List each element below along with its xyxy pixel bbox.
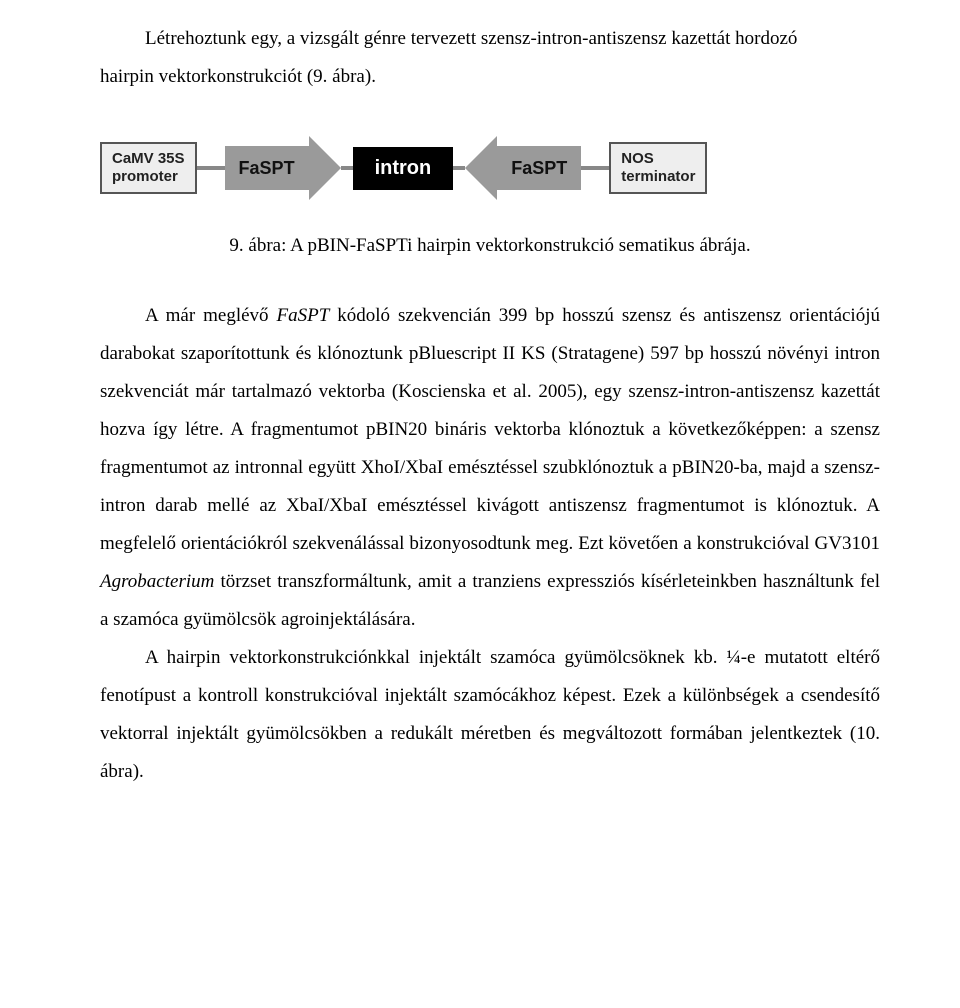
terminator-line1: NOS — [621, 150, 695, 168]
p1-part-a: A már meglévő — [145, 305, 277, 326]
connector-2 — [341, 166, 353, 170]
intro-line-1: Létrehoztunk egy, a vizsgált génre terve… — [100, 20, 880, 58]
figure-caption: 9. ábra: A pBIN-FaSPTi hairpin vektorkon… — [100, 235, 880, 257]
p1-italic-faspt: FaSPT — [277, 305, 330, 326]
intro-line-2: hairpin vektorkonstrukciót (9. ábra). — [100, 58, 880, 96]
sense-arrow: FaSPT — [225, 136, 341, 200]
sense-arrow-label: FaSPT — [225, 146, 309, 190]
p1-italic-agrobacterium: Agrobacterium — [100, 571, 214, 592]
connector-3 — [453, 166, 465, 170]
arrow-right-head-icon — [309, 136, 341, 200]
page-container: Létrehoztunk egy, a vizsgált génre terve… — [0, 0, 960, 821]
terminator-line2: terminator — [621, 168, 695, 186]
promoter-line1: CaMV 35S — [112, 150, 185, 168]
paragraph-2: A hairpin vektorkonstrukciónkkal injektá… — [100, 639, 880, 791]
antisense-arrow-label: FaSPT — [497, 146, 581, 190]
promoter-line2: promoter — [112, 168, 185, 186]
antisense-arrow: FaSPT — [465, 136, 581, 200]
p1-part-c: törzset transzformáltunk, amit a tranzie… — [100, 571, 880, 630]
intro-paragraph: Létrehoztunk egy, a vizsgált génre terve… — [100, 20, 880, 96]
body-text: A már meglévő FaSPT kódoló szekvencián 3… — [100, 297, 880, 791]
arrow-left-head-icon — [465, 136, 497, 200]
vector-diagram: CaMV 35S promoter FaSPT intron FaSPT NOS… — [100, 136, 880, 200]
connector-4 — [581, 166, 609, 170]
p1-part-b: kódoló szekvencián 399 bp hosszú szensz … — [100, 305, 880, 554]
intron-box: intron — [353, 147, 454, 190]
connector-1 — [197, 166, 225, 170]
terminator-box: NOS terminator — [609, 142, 707, 194]
promoter-box: CaMV 35S promoter — [100, 142, 197, 194]
paragraph-1: A már meglévő FaSPT kódoló szekvencián 3… — [100, 297, 880, 639]
